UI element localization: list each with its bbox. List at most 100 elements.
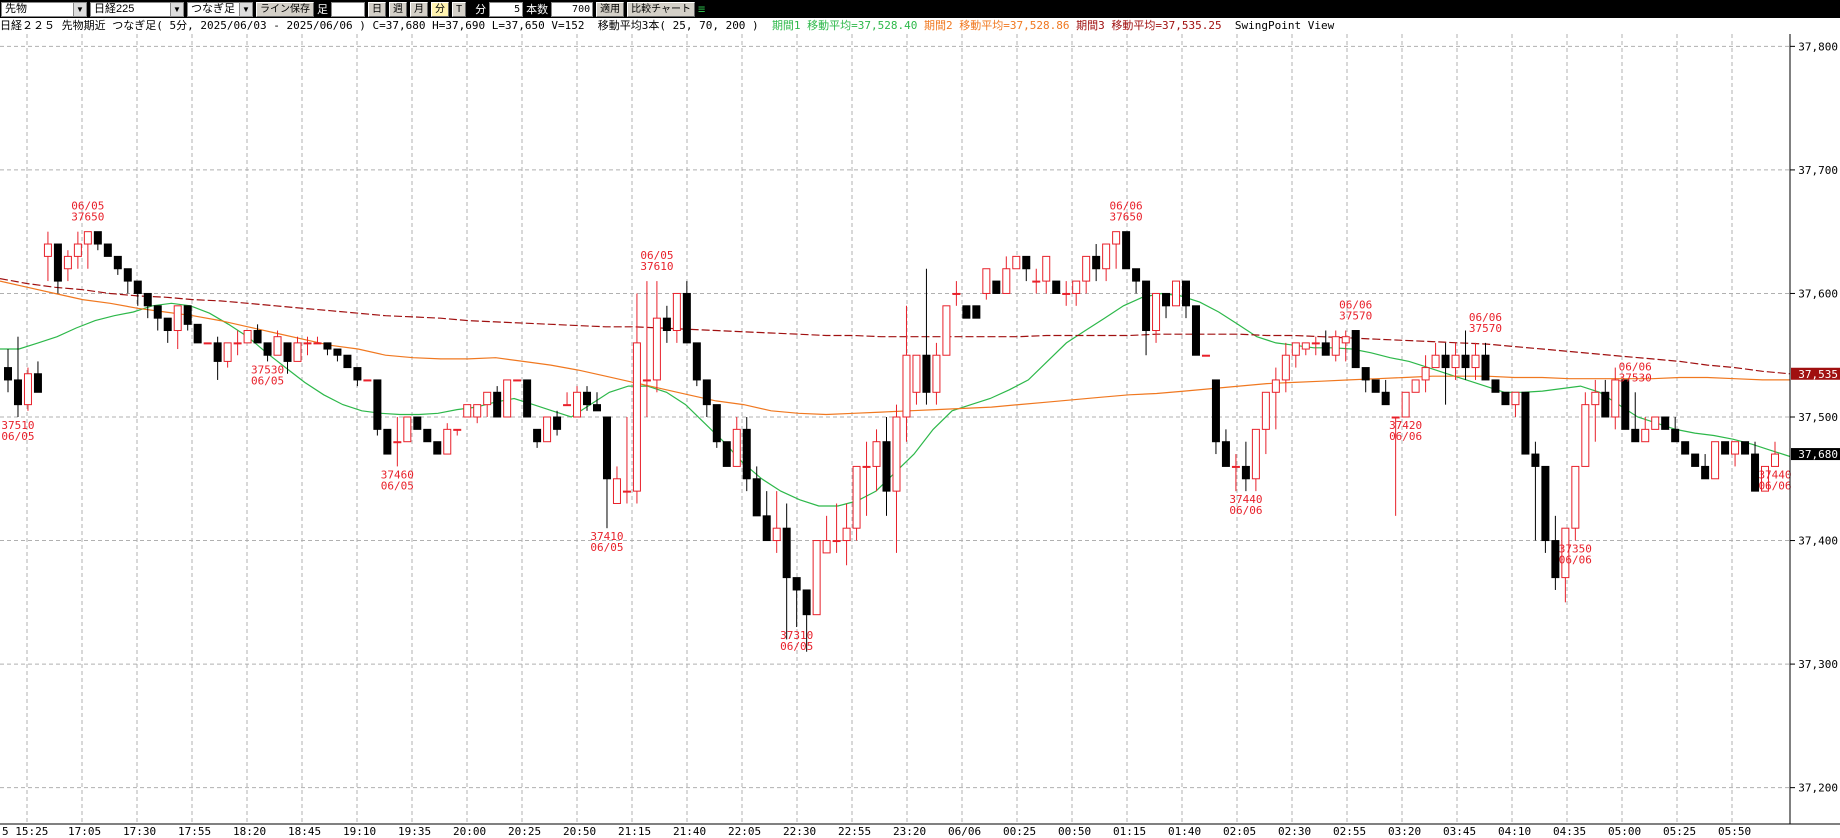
swingpoint-view-toggle[interactable]: SwingPoint View bbox=[1234, 19, 1335, 32]
candle-down bbox=[752, 478, 761, 517]
candle-down bbox=[1221, 441, 1230, 467]
candle-up bbox=[1471, 354, 1480, 369]
candle-down bbox=[533, 428, 542, 443]
candle-up bbox=[862, 465, 871, 468]
symbol-select[interactable]: 日経225 ▼ bbox=[90, 1, 184, 17]
candle-up bbox=[1291, 342, 1300, 356]
candle-up bbox=[812, 540, 821, 616]
candle-down bbox=[123, 268, 132, 282]
swing-label-line1: 37440 bbox=[1758, 468, 1791, 481]
swing-label-line2: 06/06 bbox=[1758, 479, 1791, 492]
week-button[interactable]: 週 bbox=[389, 1, 407, 17]
chart-info: 日経２２５ 先物期近 つなぎ足( 5分, 2025/06/03 - 2025/0… bbox=[0, 19, 585, 32]
ma-title: 移動平均3本( 25, 70, 200 ) bbox=[597, 19, 759, 32]
candle-up bbox=[1731, 441, 1740, 455]
day-button[interactable]: 日 bbox=[368, 1, 386, 17]
candle-up bbox=[1761, 465, 1770, 492]
apply-button[interactable]: 適用 bbox=[596, 1, 625, 17]
x-tick-label: 21:15 bbox=[618, 825, 651, 838]
candle-up bbox=[942, 305, 951, 356]
x-tick-label: 20:50 bbox=[563, 825, 596, 838]
x-tick-label: 18:20 bbox=[233, 825, 266, 838]
candle-up bbox=[513, 379, 522, 382]
candle-up bbox=[1032, 280, 1041, 283]
chart-lines-icon[interactable]: ≡ bbox=[698, 2, 706, 16]
count-input[interactable]: 700 bbox=[551, 1, 594, 17]
chart-kind-select[interactable]: つなぎ足 ▼ bbox=[187, 1, 253, 17]
candle-down bbox=[143, 292, 152, 307]
y-tick-label: 37,400 bbox=[1798, 535, 1838, 548]
last-price-label: 37,680 bbox=[1798, 448, 1838, 461]
ma-line-3 bbox=[0, 278, 1791, 375]
candle-up bbox=[1112, 231, 1121, 245]
x-tick-label: 06/06 bbox=[948, 825, 981, 838]
ma1-legend: 期間1 移動平均=37,528.40 bbox=[771, 19, 918, 32]
candle-up bbox=[872, 441, 881, 467]
x-tick-label: 21:40 bbox=[673, 825, 706, 838]
x-tick-label: 05:00 bbox=[1608, 825, 1641, 838]
minute-button[interactable]: 分 bbox=[431, 1, 449, 17]
candle-up bbox=[223, 342, 232, 362]
candle-down bbox=[1661, 416, 1670, 430]
candle-down bbox=[1481, 354, 1490, 381]
candle-up bbox=[1451, 354, 1460, 369]
candle-up bbox=[1072, 280, 1081, 294]
candle-down bbox=[153, 305, 162, 319]
swing-label-line2: 06/05 bbox=[590, 541, 623, 554]
candle-up bbox=[173, 305, 182, 332]
candle-down bbox=[1701, 465, 1710, 480]
candle-up bbox=[1002, 268, 1011, 294]
x-tick-label: 05:50 bbox=[1718, 825, 1751, 838]
ashi-input[interactable] bbox=[331, 1, 365, 17]
candle-up bbox=[1231, 465, 1240, 468]
candle-up bbox=[1651, 416, 1660, 430]
candle-down bbox=[193, 323, 202, 344]
candle-down bbox=[4, 367, 12, 381]
candle-down bbox=[682, 292, 691, 344]
candle-down bbox=[103, 243, 112, 257]
candle-down bbox=[133, 280, 142, 294]
symbol-select-value: 日経225 bbox=[94, 2, 135, 15]
candle-up bbox=[1172, 280, 1181, 307]
legend-bar: 日経２２５ 先物期近 つなぎ足( 5分, 2025/06/03 - 2025/0… bbox=[0, 19, 1334, 33]
candle-up bbox=[563, 404, 572, 407]
swing-label-line1: 06/05 bbox=[71, 200, 104, 213]
month-button[interactable]: 月 bbox=[410, 1, 428, 17]
swing-label-line1: 37410 bbox=[590, 530, 623, 543]
candle-down bbox=[1122, 231, 1131, 270]
candle-up bbox=[912, 354, 921, 393]
swing-label-line1: 06/06 bbox=[1469, 311, 1502, 324]
ma3-legend: 期間3 移動平均=37,535.25 bbox=[1076, 19, 1222, 32]
swing-label-line2: 37650 bbox=[71, 211, 104, 224]
candle-down bbox=[1551, 540, 1560, 579]
candle-up bbox=[1042, 255, 1051, 282]
candle-up bbox=[1082, 255, 1091, 282]
swing-label-line2: 06/05 bbox=[251, 374, 284, 387]
compare-chart-button[interactable]: 比較チャート bbox=[627, 1, 696, 17]
x-tick-label: 01:40 bbox=[1168, 825, 1201, 838]
candle-up bbox=[822, 540, 831, 554]
candle-down bbox=[553, 416, 562, 430]
x-tick-label: 00:50 bbox=[1058, 825, 1091, 838]
candle-up bbox=[632, 342, 641, 492]
candle-up bbox=[1401, 391, 1410, 418]
swing-label-line1: 37460 bbox=[381, 468, 414, 481]
candle-down bbox=[1521, 391, 1530, 455]
market-select[interactable]: 先物 ▼ bbox=[1, 1, 87, 17]
candle-up bbox=[473, 404, 482, 418]
unit-label: 分 bbox=[475, 4, 487, 16]
candle-up bbox=[23, 373, 32, 406]
candle-down bbox=[1132, 268, 1141, 282]
candle-up bbox=[1281, 354, 1290, 381]
save-line-button[interactable]: ライン保存 bbox=[256, 1, 314, 17]
candle-up bbox=[1311, 342, 1320, 345]
candle-down bbox=[1162, 292, 1171, 307]
interval-input[interactable]: 5 bbox=[489, 1, 524, 17]
candle-down bbox=[253, 330, 262, 344]
tick-button[interactable]: T bbox=[452, 1, 467, 17]
candle-down bbox=[383, 428, 392, 455]
candle-down bbox=[662, 317, 671, 332]
candle-down bbox=[762, 515, 771, 542]
candle-up bbox=[363, 379, 372, 382]
